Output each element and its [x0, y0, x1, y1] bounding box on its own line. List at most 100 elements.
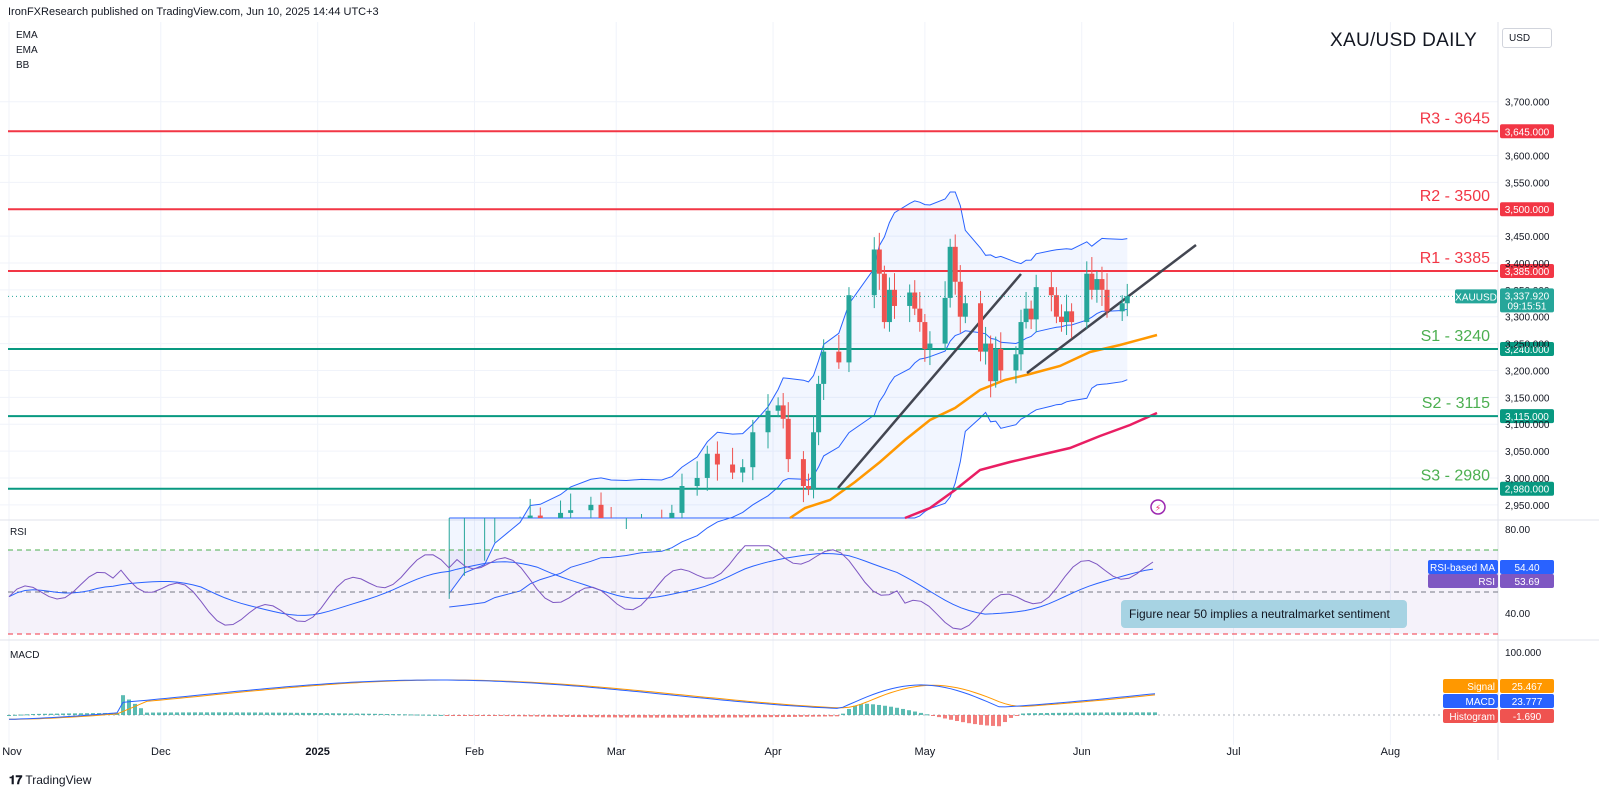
level-price-label: 3,645.000: [1505, 127, 1550, 138]
macd-histogram-bar: [811, 715, 815, 717]
macd-histogram-bar: [295, 712, 299, 715]
rsi-series-name: RSI: [1478, 577, 1495, 588]
level-price-label: 3,115.000: [1505, 412, 1549, 423]
macd-value-tag: [1500, 709, 1554, 723]
macd-histogram-bar: [457, 715, 461, 716]
macd-histogram-bar: [43, 713, 47, 715]
candle-body: [800, 459, 806, 487]
macd-histogram-bar: [1015, 715, 1019, 716]
candle-body: [1119, 303, 1125, 312]
macd-histogram-bar: [733, 715, 737, 718]
candle-body: [957, 281, 963, 317]
macd-histogram-bar: [319, 713, 323, 715]
macd-histogram-bar: [445, 715, 449, 716]
macd-histogram-bar: [949, 715, 953, 720]
macd-histogram-bar: [505, 715, 509, 717]
candle-body: [952, 246, 958, 282]
candle-body: [816, 383, 822, 433]
level-label-resistance: R1 - 3385: [1420, 250, 1490, 267]
macd-histogram-bar: [931, 715, 935, 716]
macd-histogram-bar: [19, 714, 23, 716]
macd-histogram-bar: [817, 715, 821, 717]
macd-histogram-bar: [247, 712, 251, 715]
macd-histogram-bar: [409, 714, 413, 716]
tradingview-brand: TradingView: [25, 773, 92, 787]
macd-histogram-bar: [607, 715, 611, 718]
indicator-label-bb[interactable]: BB: [16, 60, 30, 71]
candle-body: [922, 322, 928, 349]
x-tick-label: Feb: [465, 746, 484, 758]
candle-body: [836, 351, 842, 363]
macd-histogram-bar: [571, 715, 575, 717]
candle-body: [750, 432, 756, 468]
candle-body: [780, 405, 786, 419]
candle-body: [588, 504, 594, 511]
macd-series-name: MACD: [1466, 697, 1495, 708]
macd-histogram-bar: [379, 713, 383, 715]
macd-pane-title: MACD: [10, 650, 40, 661]
macd-histogram-bar: [1153, 712, 1157, 715]
macd-series-name: Signal: [1467, 682, 1495, 693]
macd-histogram-bar: [1003, 715, 1007, 723]
level-price-label: 3,240.000: [1505, 345, 1550, 356]
y-tick-label: 3,100.000: [1505, 420, 1550, 431]
macd-histogram-bar: [685, 715, 689, 718]
macd-histogram-bar: [415, 714, 419, 716]
macd-histogram-bar: [691, 715, 695, 718]
macd-histogram-bar: [535, 715, 539, 717]
price-axis: Nov Dec 2025 Feb Mar Apr May Jun Jul Aug 2,950.000…: [2, 98, 1554, 758]
macd-histogram-bar: [655, 715, 659, 718]
macd-histogram-bar: [577, 715, 581, 718]
macd-histogram-bar: [1045, 712, 1049, 715]
macd-series-name-tag: [1443, 679, 1498, 693]
macd-histogram-bar: [205, 712, 209, 715]
macd-histogram-bar: [223, 712, 227, 715]
candle-body: [998, 348, 1004, 371]
macd-histogram-bar: [697, 715, 701, 718]
macd-histogram-bar: [763, 715, 767, 718]
macd-histogram-bar: [169, 712, 173, 715]
macd-histogram-bar: [919, 712, 923, 715]
macd-histogram-bar: [865, 703, 869, 715]
event-lightning-icon: [1150, 499, 1166, 515]
y-tick-label: 3,400.000: [1505, 259, 1550, 270]
indicator-label-ema-2[interactable]: EMA: [16, 45, 38, 56]
macd-histogram-bar: [1039, 713, 1043, 715]
currency-button[interactable]: USD: [1502, 28, 1552, 48]
macd-histogram-bar: [859, 704, 863, 715]
macd-histogram-bar: [451, 715, 455, 716]
candle-body: [1094, 279, 1100, 290]
macd-histogram-bar: [277, 712, 281, 715]
macd-series-name-tag: [1443, 709, 1498, 723]
x-tick-label: Jun: [1073, 746, 1091, 758]
macd-histogram-bar: [199, 712, 203, 715]
rsi-value: 53.69: [1514, 577, 1539, 588]
macd-histogram-bar: [955, 715, 959, 722]
candle-body: [558, 512, 564, 518]
indicator-label-ema-1[interactable]: EMA: [16, 30, 38, 41]
macd-series-name: Histogram: [1449, 712, 1495, 723]
rsi-line: [8, 545, 1154, 630]
level-label-support: S2 - 3115: [1422, 395, 1490, 412]
candle-body: [993, 348, 999, 382]
candle-body: [740, 467, 746, 473]
macd-histogram-bar: [937, 715, 941, 718]
macd-histogram-bar: [397, 714, 401, 716]
macd-line: [8, 679, 1156, 720]
candle-body: [785, 418, 791, 460]
macd-histogram-bar: [625, 715, 629, 718]
macd-histogram-bar: [163, 712, 167, 715]
tradingview-logo[interactable]: 𝟏𝟕 TradingView: [9, 773, 91, 788]
macd-histogram-bar: [259, 712, 263, 715]
macd-histogram-bar: [325, 713, 329, 715]
macd-histogram-bar: [475, 715, 479, 716]
macd-histogram-bar: [307, 712, 311, 715]
macd-histogram-bar: [1051, 712, 1055, 715]
candle-body: [892, 289, 897, 306]
candle-body: [1053, 295, 1059, 317]
macd-histogram-bar: [661, 715, 665, 718]
indicator-panes: [7, 545, 1498, 727]
macd-histogram-bar: [151, 712, 155, 715]
macd-histogram-bar: [1021, 713, 1025, 715]
macd-histogram-bar: [193, 712, 197, 715]
